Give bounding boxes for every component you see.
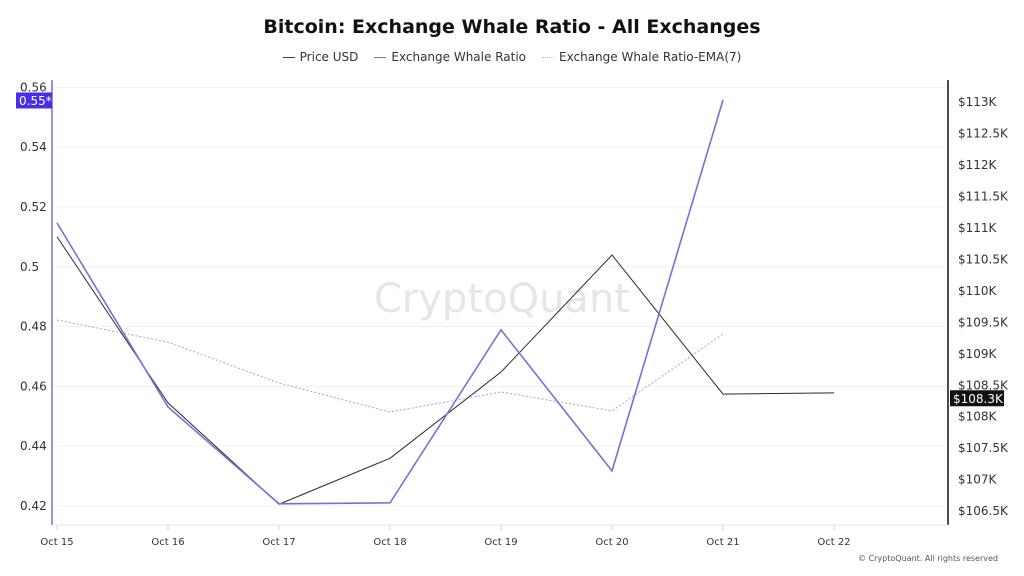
copyright: © CryptoQuant. All rights reserved: [858, 554, 998, 563]
right-tick-label: $111.5K: [958, 189, 1009, 203]
chart-title: Bitcoin: Exchange Whale Ratio - All Exch…: [263, 16, 761, 38]
right-tick-label: $111K: [958, 221, 998, 235]
left-current-value-badge: [16, 92, 52, 109]
whale-ratio-line: [56, 99, 724, 505]
right-tick-label: $109K: [958, 347, 998, 361]
right-tick-label: $108.5K: [958, 378, 1009, 392]
x-tick-label: Oct 16: [151, 537, 184, 548]
right-tick-label: $108K: [958, 410, 998, 424]
left-tick-label: 0.54: [20, 140, 47, 154]
legend-swatch: [542, 56, 555, 58]
legend: Price USD Exchange Whale Ratio Exchange …: [0, 50, 1024, 64]
right-tick-label: $106.5K: [958, 504, 1009, 518]
right-tick-label: $112K: [958, 158, 998, 172]
x-tick-label: Oct 22: [817, 537, 850, 548]
left-tick-label: 0.46: [20, 379, 47, 393]
x-tick-label: Oct 19: [484, 537, 517, 548]
x-tick-label: Oct 17: [262, 537, 295, 548]
left-tick-label: 0.52: [20, 200, 47, 214]
right-tick-label: $113K: [958, 95, 998, 109]
x-tick-label: Oct 20: [595, 537, 628, 548]
right-tick-label: $107.5K: [958, 441, 1009, 455]
legend-label: Price USD: [299, 50, 359, 64]
right-current-value-badge: [950, 390, 1004, 407]
legend-label: Exchange Whale Ratio: [391, 50, 527, 64]
x-tick-label: Oct 18: [373, 537, 406, 548]
legend-item-price[interactable]: Price USD: [282, 50, 359, 64]
watermark: CryptoQuant: [374, 276, 630, 322]
left-tick-label: 0.48: [20, 320, 47, 334]
right-tick-label: $110.5K: [958, 252, 1009, 266]
right-current-value: $108.3K: [953, 392, 1004, 406]
x-tick-label: Oct 15: [40, 537, 73, 548]
legend-item-whale-ratio[interactable]: Exchange Whale Ratio: [374, 50, 526, 64]
x-tick-label: Oct 21: [706, 537, 739, 548]
left-tick-label: 0.44: [20, 439, 47, 453]
left-tick-label: 0.5: [20, 260, 39, 274]
legend-swatch: [282, 56, 295, 58]
legend-label: Exchange Whale Ratio-EMA(7): [559, 50, 742, 64]
right-tick-label: $110K: [958, 284, 998, 298]
right-tick-label: $109.5K: [958, 315, 1009, 329]
right-tick-label: $112.5K: [958, 127, 1009, 141]
whale-ratio-ema-line: [56, 319, 724, 413]
left-tick-label: 0.56: [20, 80, 47, 94]
left-tick-label: 0.42: [20, 499, 47, 513]
left-current-value: 0.55*: [19, 94, 52, 108]
right-tick-label: $107K: [958, 473, 998, 487]
legend-item-ema[interactable]: Exchange Whale Ratio-EMA(7): [542, 50, 741, 64]
legend-swatch: [374, 56, 387, 58]
